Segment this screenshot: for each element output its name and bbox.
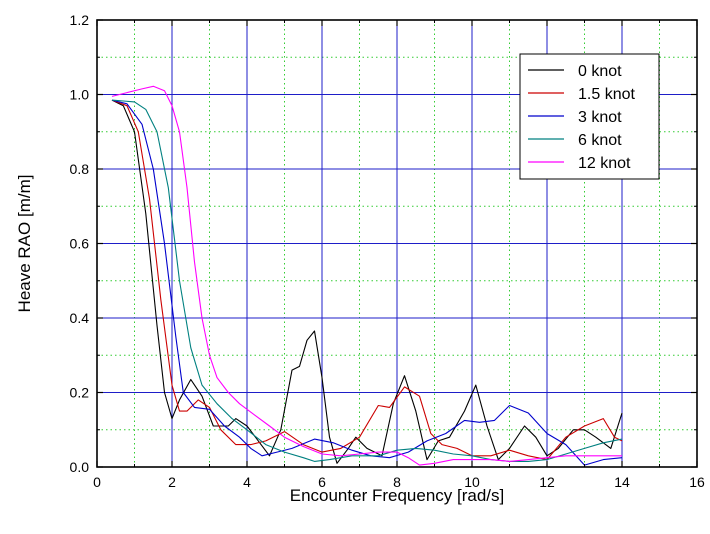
legend-label-3: 6 knot	[578, 132, 622, 149]
y-tick-label: 0.2	[70, 385, 90, 401]
y-tick-label: 1.2	[70, 12, 90, 28]
x-tick-label: 8	[393, 474, 401, 490]
x-tick-label: 4	[243, 474, 251, 490]
x-tick-label: 6	[318, 474, 326, 490]
y-tick-label: 1.0	[70, 87, 90, 103]
legend-label-0: 0 knot	[578, 63, 622, 80]
major-grid	[97, 20, 697, 467]
x-tick-label: 0	[93, 474, 101, 490]
axis-ticks	[96, 19, 698, 468]
series-line-4	[111, 85, 622, 466]
series-line-1	[111, 99, 623, 461]
y-tick-label: 0.6	[70, 236, 90, 252]
series-line-3	[111, 99, 623, 462]
legend-label-4: 12 knot	[578, 155, 631, 172]
legend-label-1: 1.5 knot	[578, 86, 635, 103]
legend: 0 knot 1.5 knot 3 knot 6 knot 12 knot	[519, 53, 660, 180]
x-tick-label: 12	[539, 474, 555, 490]
x-tick-label: 2	[168, 474, 176, 490]
y-tick-label: 0.4	[70, 310, 90, 326]
y-axis-label: Heave RAO [m/m]	[15, 175, 34, 313]
y-tick-label: 0.8	[70, 161, 90, 177]
x-tick-label: 14	[614, 474, 630, 490]
y-tick-label: 0.0	[70, 459, 90, 475]
series-line-2	[111, 99, 623, 466]
series-layer	[111, 85, 623, 466]
x-axis-label: Encounter Frequency [rad/s]	[290, 486, 505, 505]
tick-labels: 0 2 4 6 8 10 12 14 16 0.0 0.2 0.4 0.6 0.8 1.0 1.2	[70, 12, 705, 490]
x-tick-label: 10	[464, 474, 480, 490]
x-tick-label: 16	[689, 474, 705, 490]
legend-label-2: 3 knot	[578, 109, 622, 126]
